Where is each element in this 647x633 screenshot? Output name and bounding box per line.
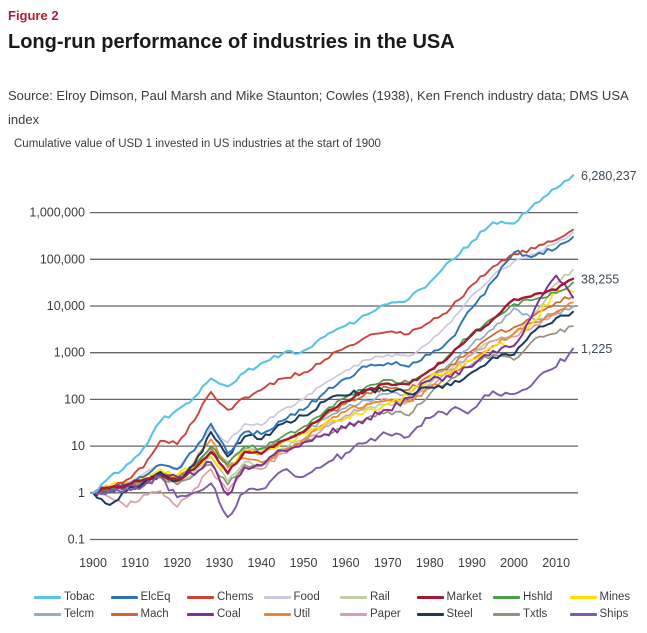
legend-label: Telcm [64, 608, 95, 620]
end-value-label-Market: 38,255 [581, 272, 619, 286]
legend-swatch-ElcEq [110, 595, 138, 599]
legend-swatch-Rail [340, 595, 367, 599]
source-text: Source: Elroy Dimson, Paul Marsh and Mik… [8, 84, 644, 132]
x-axis-label: 1910 [121, 556, 149, 570]
legend-swatch-Coal [187, 612, 214, 616]
legend-label: Rail [370, 591, 390, 603]
legend-swatch-Market [416, 595, 444, 599]
legend-item-Util: Util [263, 608, 341, 620]
series-line-Food [92, 231, 574, 494]
legend-item-ElcEq: ElcEq [110, 591, 188, 603]
legend-label: Util [293, 608, 311, 620]
legend-item-Txtls: Txtls [493, 608, 570, 620]
legend-item-Chems: Chems [187, 591, 264, 603]
end-value-label-Ships: 1,225 [581, 342, 612, 356]
series-line-Market [91, 277, 575, 494]
legend-label: Food [293, 591, 320, 603]
y-axis-label: 10 [71, 439, 85, 453]
legend-label: Coal [217, 608, 241, 620]
legend-swatch-Telcm [34, 612, 61, 616]
legend-item-Telcm: Telcm [34, 608, 111, 620]
series-line-Ships [92, 347, 574, 519]
legend-label: Tobac [64, 591, 95, 603]
legend-item-Market: Market [416, 591, 494, 603]
legend-swatch-Paper [340, 612, 367, 616]
source-line-1: Source: Elroy Dimson, Paul Marsh and Mik… [8, 88, 629, 103]
chart-legend: Tobac ElcEq Chems Food Rail Market Hshld Mines T… [34, 591, 646, 620]
x-axis-label: 1950 [290, 556, 318, 570]
y-axis-label: 100,000 [40, 252, 85, 266]
series-line-Mines [92, 288, 574, 495]
legend-item-Mach: Mach [110, 608, 188, 620]
y-axis-label: 0.1 [68, 533, 85, 547]
figure-title: Long-run performance of industries in th… [8, 31, 455, 53]
legend-swatch-Mach [110, 612, 138, 616]
series-line-Tobac [91, 174, 575, 494]
legend-swatch-Mines [569, 595, 597, 599]
legend-label: Market [446, 591, 482, 603]
legend-label: Mines [599, 591, 631, 603]
y-axis-label: 1,000 [54, 346, 85, 360]
legend-label: Mach [140, 608, 169, 620]
legend-swatch-Ships [569, 612, 597, 616]
series-line-Paper [92, 305, 574, 508]
series-line-ElcEq [92, 236, 574, 494]
legend-swatch-Chems [187, 595, 214, 599]
legend-item-Coal: Coal [187, 608, 264, 620]
x-axis-label: 1990 [458, 556, 486, 570]
chart-area: 1,000,000 100,000 10,000 1,000 100 10 1 0.1 1900… [0, 153, 647, 589]
x-axis-label: 1980 [416, 556, 444, 570]
y-axis-label: 1,000,000 [29, 206, 85, 220]
y-axis-label: 1 [78, 486, 85, 500]
series-line-Steel [92, 310, 574, 506]
legend-swatch-Txtls [493, 612, 520, 616]
source-line-2: index [8, 112, 40, 127]
x-axis-label: 1940 [248, 556, 276, 570]
legend-label: Ships [599, 608, 629, 620]
x-axis-label: 2010 [542, 556, 570, 570]
x-axis-label: 1930 [205, 556, 233, 570]
legend-item-Mines: Mines [569, 591, 647, 603]
legend-item-Paper: Paper [340, 608, 417, 620]
legend-item-Rail: Rail [340, 591, 417, 603]
legend-label: ElcEq [140, 591, 171, 603]
legend-item-Steel: Steel [416, 608, 494, 620]
legend-label: Hshld [523, 591, 553, 603]
legend-label: Txtls [523, 608, 548, 620]
x-axis-label: 2000 [500, 556, 528, 570]
legend-swatch-Steel [416, 612, 444, 616]
figure-label: Figure 2 [8, 8, 59, 23]
legend-item-Food: Food [263, 591, 341, 603]
legend-item-Hshld: Hshld [493, 591, 570, 603]
end-value-label-Tobac: 6,280,237 [581, 169, 637, 183]
legend-swatch-Hshld [493, 595, 520, 599]
legend-swatch-Util [263, 612, 291, 616]
x-axis-label: 1900 [79, 556, 107, 570]
legend-swatch-Food [263, 595, 291, 599]
legend-label: Paper [370, 608, 401, 620]
legend-item-Ships: Ships [569, 608, 647, 620]
chart-subtitle: Cumulative value of USD 1 invested in US… [14, 138, 381, 150]
legend-swatch-Tobac [34, 595, 61, 599]
legend-label: Steel [446, 608, 473, 620]
legend-item-Tobac: Tobac [34, 591, 111, 603]
series-line-Chems [92, 228, 574, 494]
x-axis-label: 1960 [332, 556, 360, 570]
industry-performance-chart: 1,000,000 100,000 10,000 1,000 100 10 1 0.1 1900… [29, 169, 637, 570]
y-axis-label: 100 [64, 392, 85, 406]
legend-label: Chems [217, 591, 254, 603]
y-axis-label: 10,000 [47, 299, 85, 313]
series-line-Coal [92, 274, 574, 497]
x-axis-label: 1920 [163, 556, 191, 570]
x-axis-label: 1970 [374, 556, 402, 570]
